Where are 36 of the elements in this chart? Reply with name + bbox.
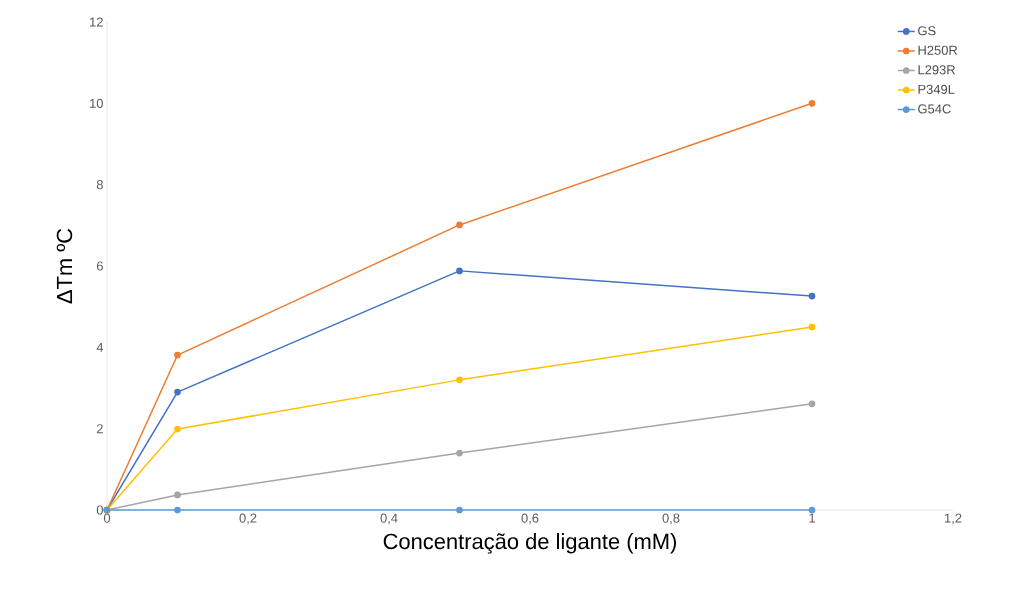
point [456,506,463,514]
point [456,267,463,275]
x-axis-title: Concentração de ligante (mM) [383,533,676,554]
x-tick-label: 0,8 [662,513,680,525]
x-tick-label: 1 [809,513,815,523]
point [808,323,816,331]
point [808,506,816,514]
point [174,491,181,499]
legend-label: H250R [918,45,958,55]
point [808,99,816,107]
point [808,292,816,300]
point [456,449,463,457]
y-tick-label: 8 [96,180,103,190]
point [456,376,463,384]
y-tick-label: 2 [96,424,103,434]
y-tick-label: 12 [90,17,103,27]
x-tick-label: 1,2 [944,513,962,525]
point [174,425,181,433]
point [456,221,463,229]
y-axis-title: ΔTm ºC [56,228,73,304]
y-tick-label: 6 [96,261,103,271]
x-tick-label: 0,6 [521,513,539,525]
x-tick-label: 0 [103,513,111,523]
point [174,351,181,359]
point [174,388,181,396]
legend-label: L293R [918,65,956,75]
legend-label: G54C [918,104,951,114]
y-tick-label: 10 [90,98,103,108]
legend-label: P349L [918,84,955,94]
point [808,400,816,408]
x-tick-label: 0,4 [380,513,398,525]
y-tick-label: 4 [96,342,104,352]
point [174,506,181,514]
x-tick-label: 0,2 [239,513,257,525]
y-tick-label: 0 [96,505,103,515]
legend-label: GS [918,26,936,36]
